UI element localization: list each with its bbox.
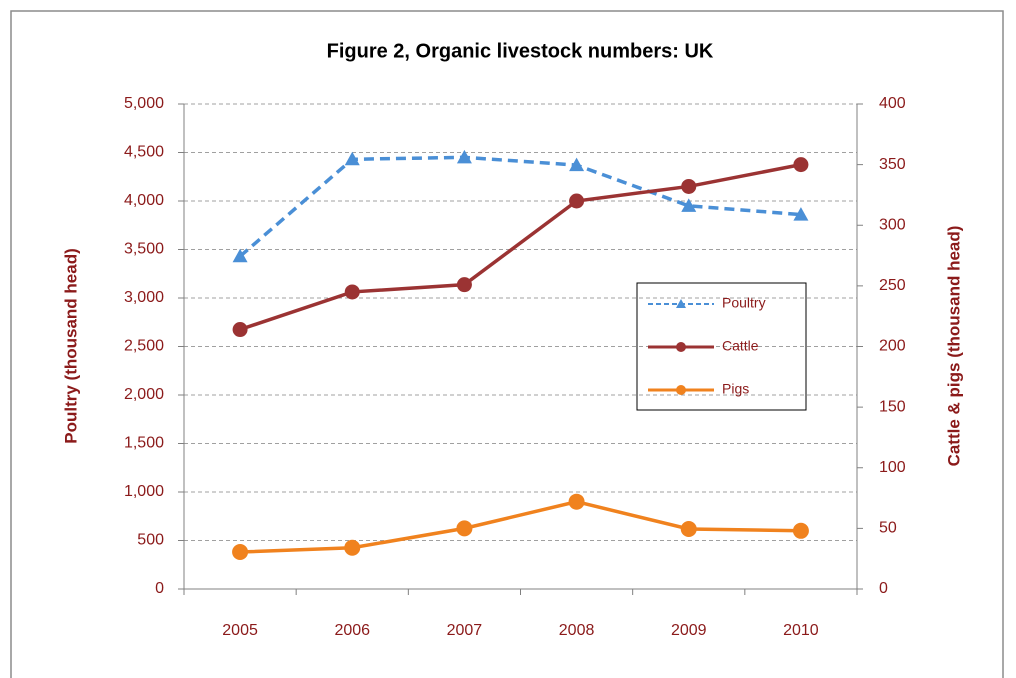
y-tick-label: 5,000 — [124, 95, 164, 112]
data-point — [569, 193, 585, 209]
chart-border — [10, 10, 1004, 678]
y-tick-label: 1,500 — [124, 435, 164, 452]
y-tick-label: 500 — [137, 532, 164, 549]
data-point — [456, 149, 472, 164]
data-point — [456, 277, 472, 293]
y2-tick-label: 100 — [879, 459, 906, 476]
data-point — [681, 198, 697, 212]
legend-label: Pigs — [722, 381, 749, 397]
legend-label: Poultry — [722, 295, 766, 311]
data-point — [568, 493, 585, 510]
legend-marker — [676, 385, 686, 395]
x-tick-label: 2007 — [447, 622, 483, 639]
x-tick-label: 2010 — [783, 622, 819, 639]
data-point — [793, 157, 809, 173]
series-line — [240, 499, 801, 554]
data-point — [232, 544, 249, 561]
legend-label: Cattle — [722, 338, 759, 354]
series-line — [239, 162, 802, 332]
x-tick-label: 2006 — [334, 622, 370, 639]
data-point — [232, 248, 248, 263]
y-tick-label: 3,500 — [124, 241, 164, 258]
y-tick-label: 2,500 — [124, 338, 164, 355]
y-tick-label: 1,000 — [124, 483, 164, 500]
legend-marker — [676, 342, 686, 352]
y2-tick-label: 350 — [879, 156, 906, 173]
data-point — [681, 178, 697, 194]
y2-tick-label: 250 — [879, 277, 906, 294]
data-point — [569, 157, 585, 172]
y-tick-label: 4,000 — [124, 192, 164, 209]
y-tick-label: 2,000 — [124, 386, 164, 403]
chart-title: Figure 2, Organic livestock numbers: UK — [327, 40, 714, 62]
data-point — [344, 151, 360, 166]
data-point — [344, 539, 361, 556]
y2-axis-title: Cattle & pigs (thousand head) — [944, 226, 963, 467]
data-point — [680, 520, 697, 537]
data-point — [792, 522, 809, 539]
data-point — [456, 520, 473, 537]
data-point — [793, 207, 809, 221]
legend-marker — [676, 299, 686, 308]
y-tick-label: 4,500 — [124, 144, 164, 161]
y2-tick-label: 50 — [879, 520, 897, 537]
y-tick-label: 0 — [155, 580, 164, 597]
x-tick-label: 2005 — [222, 622, 258, 639]
y2-tick-label: 0 — [879, 580, 888, 597]
y2-tick-label: 300 — [879, 216, 906, 233]
y-tick-label: 3,000 — [124, 289, 164, 306]
y2-tick-label: 200 — [879, 338, 906, 355]
data-point — [344, 284, 360, 300]
y-axis-title: Poultry (thousand head) — [61, 248, 80, 444]
y2-tick-label: 150 — [879, 398, 906, 415]
data-point — [232, 322, 248, 338]
x-tick-label: 2009 — [671, 622, 707, 639]
x-tick-label: 2008 — [559, 622, 595, 639]
y2-tick-label: 400 — [879, 95, 906, 112]
